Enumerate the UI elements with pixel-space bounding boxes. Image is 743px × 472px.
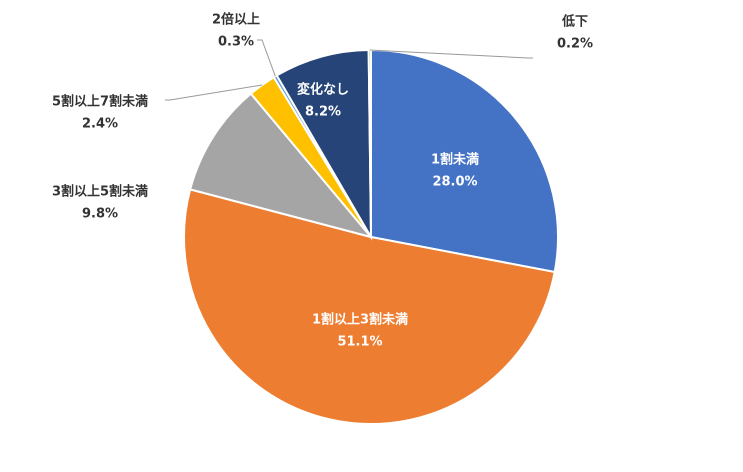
slice-value: 0.3% <box>218 35 254 50</box>
slice-value: 28.0% <box>432 175 477 190</box>
leader-line <box>369 49 533 59</box>
slice-label: 低下 <box>561 14 588 30</box>
slice-label: 1割以上3割未満 <box>312 312 408 328</box>
slice-value: 0.2% <box>557 37 593 52</box>
pie-slice <box>370 48 559 274</box>
slice-value: 2.4% <box>82 117 118 132</box>
slice-label: 3割以上5割未満 <box>52 184 148 200</box>
pie-slice <box>183 188 556 425</box>
pie-slice <box>188 92 374 239</box>
leader-line <box>165 84 263 101</box>
slice-label: 変化なし <box>297 82 349 98</box>
slice-label: 5割以上7割未満 <box>52 94 148 110</box>
pie-slice <box>275 49 373 241</box>
leader-line <box>257 39 276 77</box>
slice-label: 2倍以上 <box>212 12 260 28</box>
slice-value: 9.8% <box>82 207 118 222</box>
slice-value: 8.2% <box>305 105 341 120</box>
slice-value: 51.1% <box>337 335 382 350</box>
slice-label: 1割未満 <box>431 152 479 168</box>
